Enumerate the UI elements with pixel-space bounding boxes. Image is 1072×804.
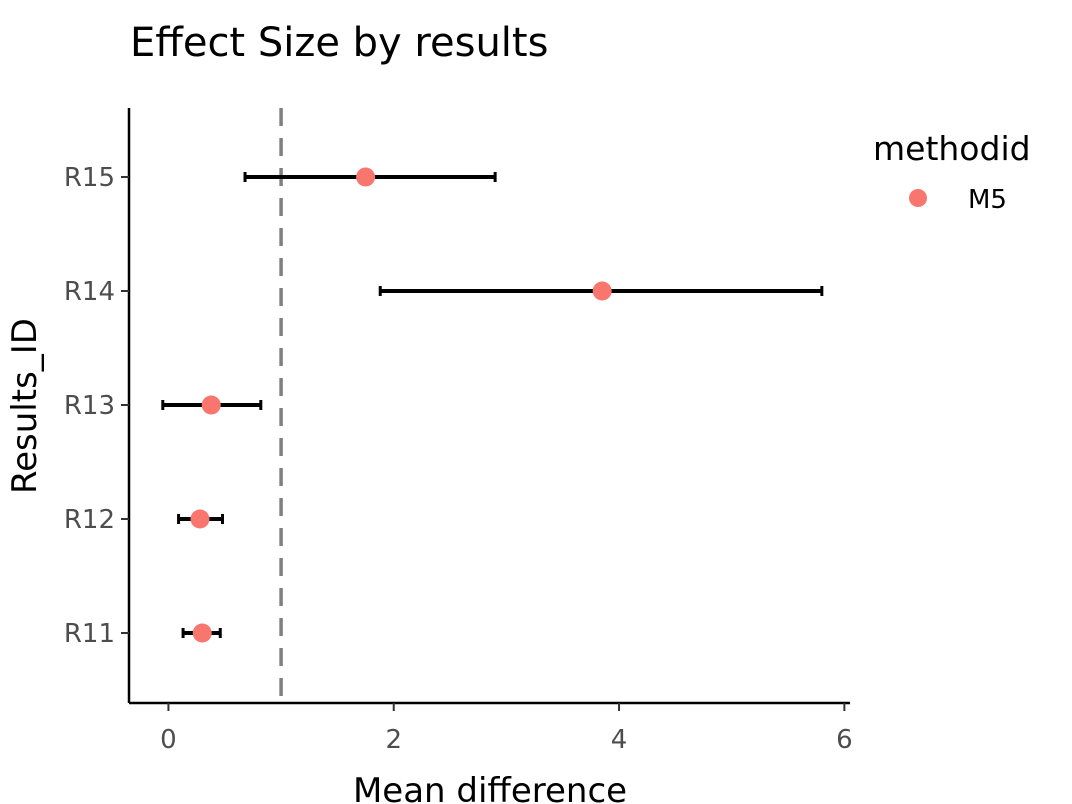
x-tick-label-2: 2 [385, 725, 402, 755]
y-tick-label-r11: R11 [64, 619, 115, 649]
legend: methodid M5 [873, 129, 1031, 215]
point-r14 [592, 281, 612, 301]
point-r11 [192, 623, 212, 643]
point-r15 [356, 167, 376, 187]
x-tick-label-0: 0 [160, 725, 177, 755]
y-tick-label-r15: R15 [64, 163, 115, 193]
chart-title: Effect Size by results [130, 20, 548, 66]
legend-label-m5: M5 [968, 185, 1007, 215]
point-r12 [190, 509, 210, 529]
legend-key-m5 [909, 189, 927, 207]
y-axis-title: Results_ID [5, 318, 45, 494]
plot-area: 0 2 4 6 R11 R12 R13 R14 R15 [64, 108, 853, 755]
x-axis-title: Mean difference [353, 771, 627, 804]
x-tick-label-4: 4 [611, 725, 628, 755]
y-tick-label-r14: R14 [64, 277, 115, 307]
point-r13 [201, 395, 221, 415]
x-tick-label-6: 6 [836, 725, 853, 755]
y-tick-label-r12: R12 [64, 505, 115, 535]
legend-title: methodid [873, 129, 1031, 168]
y-tick-label-r13: R13 [64, 391, 115, 421]
